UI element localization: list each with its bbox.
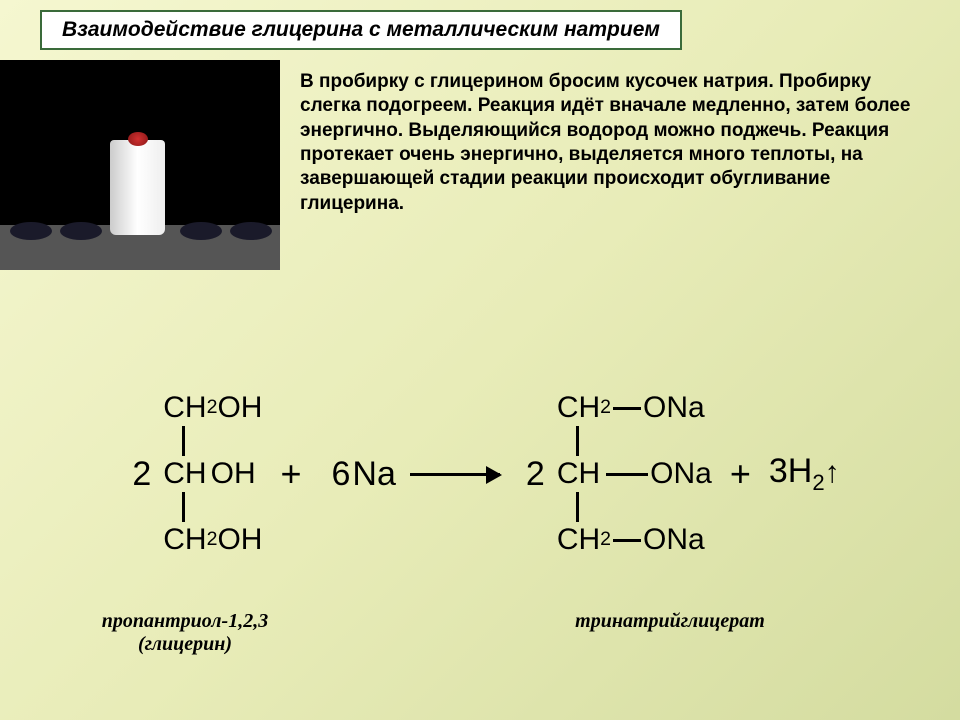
glycerate-structure: CH2ONa CHONa CH2ONa [557, 390, 712, 558]
mol-line: CH2ONa [557, 522, 705, 558]
description-text: В пробирку с глицерином бросим кусочек н… [300, 70, 930, 216]
plus-sign: + [280, 453, 301, 495]
mol-line: CHONa [557, 456, 712, 492]
product-label: тринатрийглицерат [540, 610, 800, 633]
plus-sign: + [730, 453, 751, 495]
rack-hole [10, 222, 52, 240]
rack-hole [230, 222, 272, 240]
reagent-coef: 6 [332, 455, 351, 494]
label-line: (глицерин) [70, 633, 300, 656]
byproduct: 3H2↑ [769, 452, 840, 496]
beaker [110, 140, 165, 235]
chemical-equation: 2 CH2OH CHOH CH2OH + 6 Na 2 CH2ONa CHONa… [0, 390, 960, 558]
mol-line: CH2OH [163, 522, 262, 558]
reactant-coef: 2 [132, 455, 151, 494]
bond [182, 492, 185, 522]
mol-line: CHOH [163, 456, 255, 492]
product-coef: 2 [526, 455, 545, 494]
rack-hole [180, 222, 222, 240]
bond [576, 426, 579, 456]
reaction-arrow [410, 473, 500, 476]
mol-line: CH2ONa [557, 390, 705, 426]
bond [576, 492, 579, 522]
sodium-glow [128, 132, 148, 146]
byproduct-coef: 3 [769, 452, 788, 490]
label-line: пропантриол-1,2,3 [70, 610, 300, 633]
experiment-photo [0, 60, 280, 270]
slide-title: Взаимодействие глицерина с металлическим… [40, 10, 682, 50]
rack-hole [60, 222, 102, 240]
bond [182, 426, 185, 456]
mol-line: CH2OH [163, 390, 262, 426]
reagent: Na [352, 455, 395, 494]
glycerol-structure: CH2OH CHOH CH2OH [163, 390, 262, 558]
reactant-label: пропантриол-1,2,3 (глицерин) [70, 610, 300, 656]
